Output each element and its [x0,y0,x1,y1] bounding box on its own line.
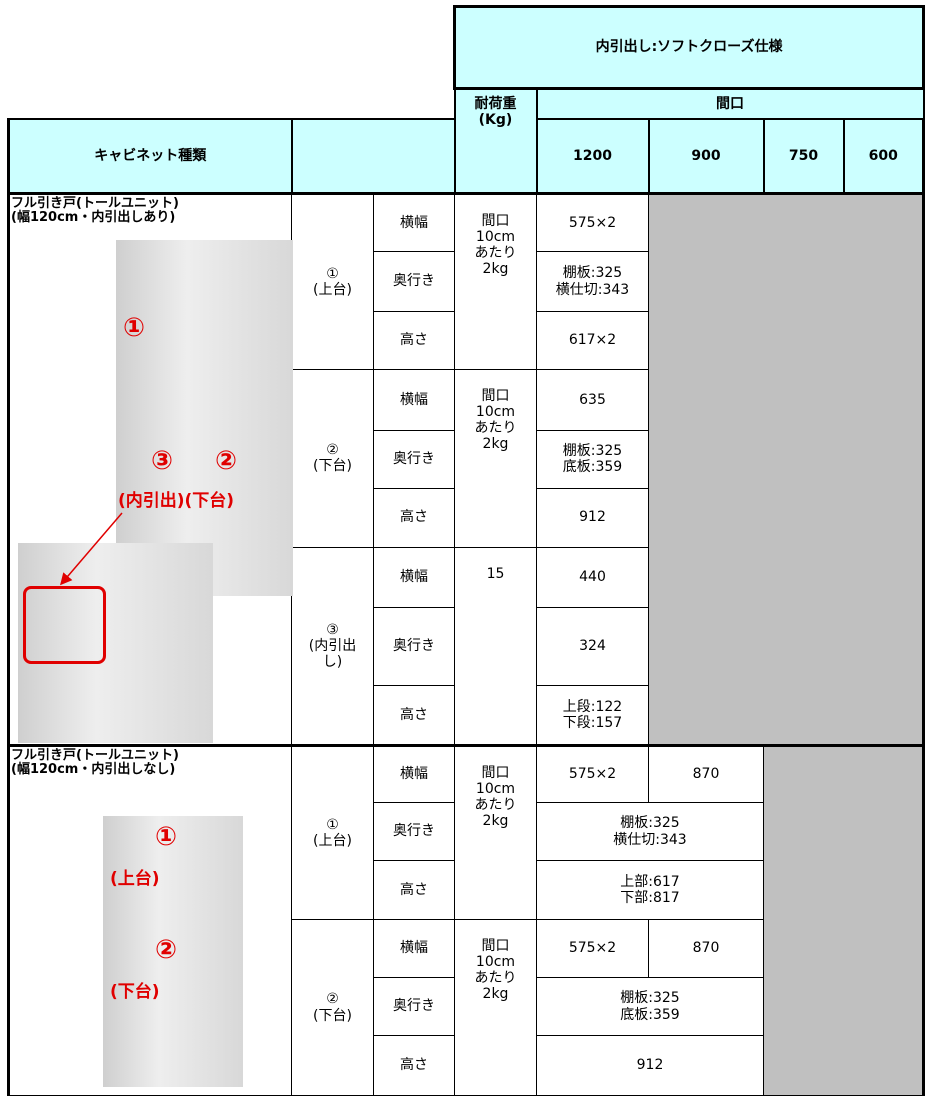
part-label: ② (下台) [291,369,374,548]
table-row: ③ (内引出 し) 横幅 15 440 [9,546,924,746]
dimension-value: 912 [536,1035,764,1096]
load-value: 間口 10cm あたり 2kg [454,744,537,920]
dimension-label: 奥行き [373,429,455,489]
dimension-label: 高さ [373,311,455,370]
part-label: ① (上台) [291,744,374,920]
dimension-label: 横幅 [373,192,455,252]
dimension-value: 635 [536,369,649,431]
dimension-value: 棚板:325 底板:359 [536,429,649,489]
table-row: 高さ 912 [9,1035,924,1096]
cabinet-cell: フル引き戸(トールユニット) (幅120cm・内引出しあり) ① ③ ② (内引出)(下… [7,192,293,746]
part-label: ① (上台) [291,192,374,370]
dimension-value: 912 [536,487,649,548]
dimension-label: 奥行き [373,977,455,1036]
dimension-label: 奥行き [373,251,455,312]
dimension-value: 324 [536,607,649,686]
width-header: 600 [842,117,926,195]
table-row: フル引き戸(トールユニット) (幅120cm・内引出しなし) ① (上台) ② (下台)… [7,744,926,1096]
cabinet-name: フル引き戸(トールユニット) (幅120cm・内引出しなし) [11,748,179,777]
dimension-value: 棚板:325 横仕切:343 [536,802,764,861]
dimension-value: 上段:122 下段:157 [536,685,649,746]
dimension-value: 870 [648,919,764,978]
dimension-label: 奥行き [373,607,455,686]
width-header: 900 [647,117,765,195]
photo [18,543,213,743]
image-label: ① [155,822,178,852]
load-value: 間口 10cm あたり 2kg [454,369,537,548]
dimension-label: 高さ [373,860,455,920]
photo [116,240,293,596]
unavailable [762,744,926,1096]
table-title: 内引出し:ソフトクローズ仕様 [452,5,926,90]
table-row: 高さ 上部:617 下部:817 [9,860,924,920]
dimension-label: 高さ [373,685,455,746]
width-header: 1200 [535,117,650,195]
load-value: 15 [454,546,537,746]
dimension-label: 横幅 [373,919,455,978]
dimension-value: 棚板:325 横仕切:343 [536,251,649,312]
cabinet-type-header: キャビネット種類 [7,117,293,195]
header-cell [290,117,456,195]
dimension-label: 奥行き [373,802,455,861]
load-value: 間口 10cm あたり 2kg [454,192,537,370]
image-label: (内引出)(下台) [118,491,235,511]
width-header: 750 [762,117,845,195]
cabinet-cell: フル引き戸(トールユニット) (幅120cm・内引出しなし) ① (上台) ② (下台) [7,744,292,1096]
arrow [60,512,123,586]
part-label: ② (下台) [291,919,374,1096]
table-row: 奥行き 324 [9,607,924,686]
spec-table: 内引出し:ソフトクローズ仕様 耐荷重 (Kg) 間口 キャビネット種類 1200 9… [7,5,926,1096]
dimension-value: 440 [536,546,649,608]
table-row: 高さ 上段:122 下段:157 [9,685,924,746]
dimension-value: 617×2 [536,311,649,370]
cabinet-content: フル引き戸(トールユニット) (幅120cm・内引出しあり) ① ③ ② (内引出)(下… [10,195,293,744]
table-row: 高さ 617×2 [9,311,924,370]
unavailable [647,192,926,746]
frontage-header: 間口 [535,87,925,120]
image-label: (下台) [110,982,160,1002]
dimension-label: 横幅 [373,744,455,803]
highlight-box [23,586,106,664]
image-label: (上台) [110,869,160,889]
load-value: 間口 10cm あたり 2kg [454,919,537,1096]
dimension-label: 横幅 [373,546,455,608]
photo [103,816,243,1087]
dimension-value: 575×2 [536,192,649,252]
dimension-label: 横幅 [373,369,455,431]
dimension-value: 575×2 [536,744,649,803]
table-row: 奥行き 棚板:325 横仕切:343 [9,802,924,861]
dimension-value: 870 [648,744,764,803]
dimension-value: 棚板:325 底板:359 [536,977,764,1036]
table-row: 高さ 912 [9,487,924,548]
image-label: ② [215,446,238,476]
part-label: ③ (内引出 し) [291,546,374,746]
load-header: 耐荷重 (Kg) [453,87,538,195]
cabinet-content: フル引き戸(トールユニット) (幅120cm・内引出しなし) ① (上台) ② (下台) [10,747,291,1095]
dimension-value: 上部:617 下部:817 [536,860,764,920]
dimension-label: 高さ [373,1035,455,1096]
dimension-label: 高さ [373,487,455,548]
dimension-value: 575×2 [536,919,649,978]
table-row: 奥行き 棚板:325 底板:359 [9,429,924,489]
cabinet-name: フル引き戸(トールユニット) (幅120cm・内引出しあり) [11,196,179,225]
image-label: ③ [151,446,174,476]
image-label: ② [155,935,178,965]
image-label: ① [123,313,146,343]
table-row: フル引き戸(トールユニット) (幅120cm・内引出しあり) ① ③ ② (内引出)(下… [7,192,926,746]
